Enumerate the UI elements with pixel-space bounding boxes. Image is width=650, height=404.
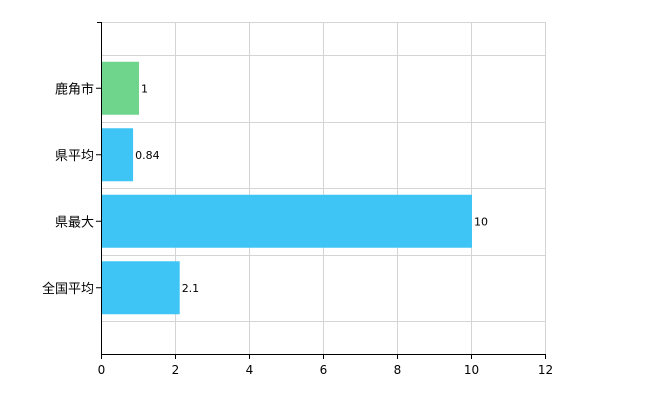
category-label: 県最大 (55, 215, 94, 230)
x-tick-label: 4 (246, 363, 254, 377)
bar (102, 61, 139, 115)
bar (102, 128, 134, 182)
data-label: 1 (141, 82, 148, 95)
bar (102, 261, 180, 315)
grid-layer (101, 22, 546, 354)
x-tick-label: 2 (172, 363, 180, 377)
axis-layer (96, 22, 546, 359)
bar (102, 194, 472, 248)
label-layer: 1 鹿角市 0.84 県平均 10 県最大 2.1 全国平均 0 2 4 6 8 10 12 (42, 81, 553, 377)
data-label: 0.84 (135, 149, 160, 162)
category-label: 鹿角市 (55, 81, 94, 97)
bar-layer (102, 61, 472, 315)
data-label: 2.1 (182, 282, 200, 295)
x-tick-label: 8 (394, 363, 402, 377)
x-tick-label: 10 (464, 363, 479, 377)
x-tick-label: 12 (538, 363, 553, 377)
category-label: 全国平均 (42, 281, 94, 297)
x-tick-label: 0 (98, 363, 106, 377)
category-label: 県平均 (55, 149, 94, 164)
x-tick-label: 6 (320, 363, 328, 377)
data-label: 10 (474, 215, 488, 228)
